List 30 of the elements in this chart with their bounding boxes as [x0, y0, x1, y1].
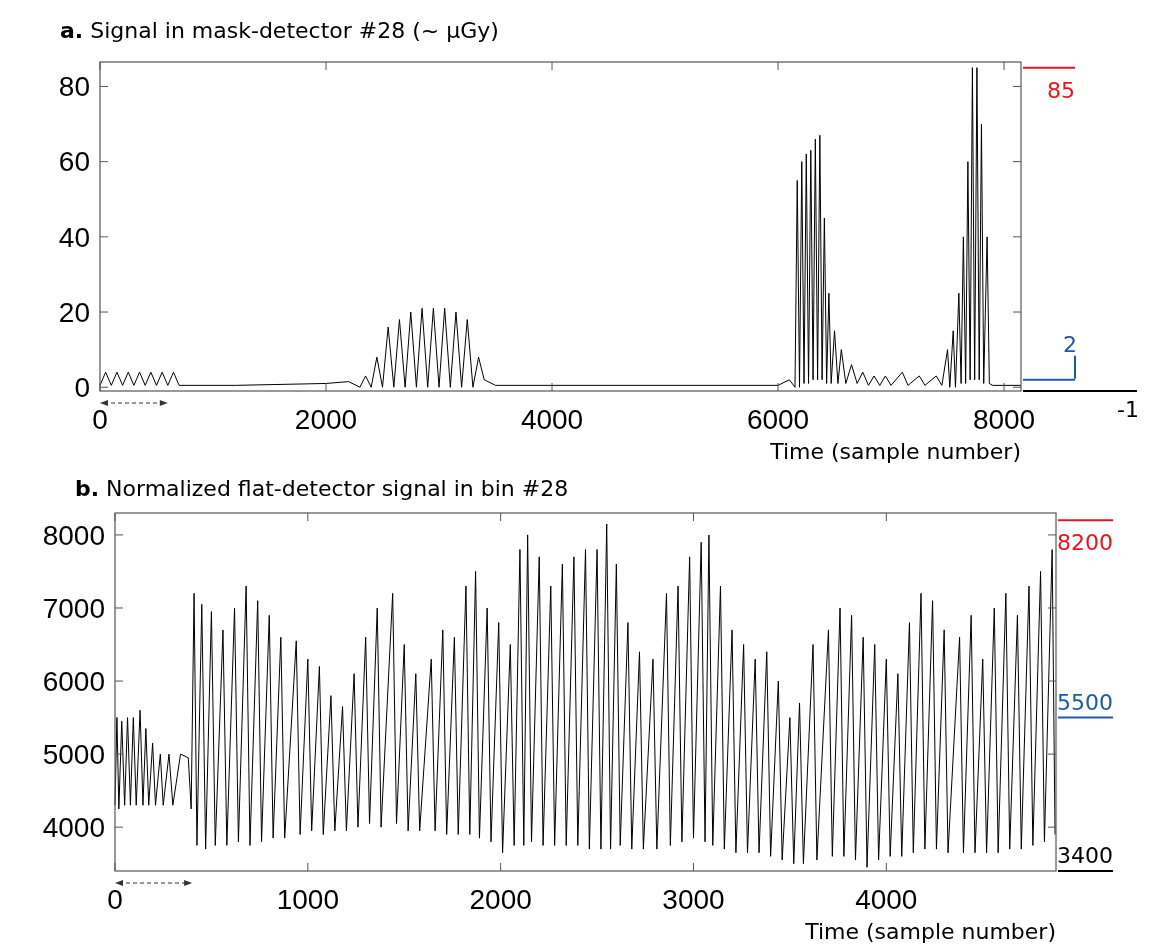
chart-title: a. Signal in mask-detector #28 (~ µGy)	[60, 18, 499, 43]
y-tick-label: 80	[58, 71, 90, 103]
x-tick-label: 2000	[469, 884, 532, 915]
ref-line-label: 85	[1047, 77, 1075, 103]
line-series	[99, 67, 1022, 388]
x-tick-label: 2000	[294, 404, 358, 435]
x-tick-label: 1000	[276, 884, 339, 915]
y-tick-label: 60	[58, 146, 90, 178]
y-tick-label: 20	[58, 296, 90, 328]
ref-line-label: 3400	[1057, 843, 1113, 868]
x-tick-label: 3000	[662, 884, 725, 915]
x-tick-label: 4000	[520, 404, 584, 435]
y-tick-label: 6000	[42, 665, 105, 697]
y-tick-label: 4000	[42, 811, 105, 843]
ref-line-label: 2	[1063, 331, 1077, 357]
ref-line-label: 5500	[1057, 689, 1113, 715]
ref-line-label: -1	[1117, 397, 1139, 422]
ref-line-label: 8200	[1057, 530, 1113, 556]
line-series	[114, 523, 1056, 868]
chart-title: b. Normalized flat-detector signal in bin #28	[75, 476, 569, 501]
x-tick-label: 8000	[972, 404, 1036, 435]
y-tick-label: 0	[74, 372, 90, 404]
x-tick-label: 6000	[746, 404, 810, 435]
x-axis-title: Time (sample number)	[804, 919, 1056, 944]
y-tick-label: 8000	[42, 519, 105, 551]
x-tick-label: 4000	[855, 884, 918, 915]
y-tick-label: 40	[58, 221, 90, 253]
y-tick-label: 7000	[42, 592, 105, 624]
x-axis-title: Time (sample number)	[769, 439, 1021, 464]
y-tick-label: 5000	[42, 738, 105, 770]
